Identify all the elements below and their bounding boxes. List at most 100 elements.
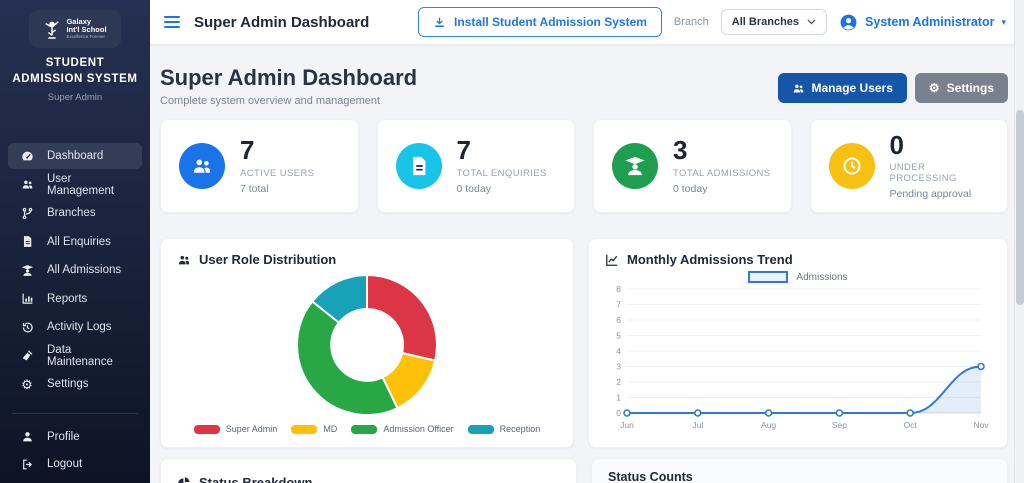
scrollbar-thumb[interactable] xyxy=(1016,110,1024,305)
page-header: Super Admin Dashboard Complete system ov… xyxy=(160,65,1008,107)
chart-icon xyxy=(20,292,34,306)
dashboard-icon xyxy=(20,149,34,163)
gear-icon: ⚙ xyxy=(928,81,940,95)
legend-item-md: MD xyxy=(291,424,337,434)
content-area: Super Admin Dashboard Complete system ov… xyxy=(150,45,1024,483)
svg-text:8: 8 xyxy=(616,284,621,294)
sidebar-item-label: Activity Logs xyxy=(47,321,112,334)
legend-swatch xyxy=(351,424,378,434)
user-role-distribution-card: User Role Distribution Super Admin MD Admi… xyxy=(160,238,574,448)
history-icon xyxy=(20,320,34,334)
page-scrollbar[interactable] xyxy=(1014,0,1024,483)
page-subtitle: Complete system overview and management xyxy=(160,95,381,107)
manage-users-button[interactable]: Manage Users xyxy=(777,73,907,103)
svg-text:Oct: Oct xyxy=(904,420,918,430)
user-menu-label: System Administrator xyxy=(865,15,995,29)
donut-slice-admission-officer xyxy=(296,299,399,416)
svg-text:3: 3 xyxy=(616,362,621,372)
file-icon xyxy=(395,143,442,189)
sidebar-footer-item-label: Logout xyxy=(47,458,83,471)
clock-icon xyxy=(828,143,875,189)
branch-label: Branch xyxy=(673,16,709,28)
sidebar-footer-item-label: Profile xyxy=(47,430,80,443)
sidebar-item-all-enquiries[interactable]: All Enquiries xyxy=(8,229,142,255)
legend-swatch xyxy=(193,424,220,434)
stat-cards-row: 7 ACTIVE USERS 7 total 7 TOTAL ENQUIRIES 0 to… xyxy=(160,119,1008,213)
download-icon xyxy=(435,17,444,27)
users-icon xyxy=(793,84,803,93)
legend-item-admission-officer: Admission Officer xyxy=(351,424,454,434)
svg-text:Sep: Sep xyxy=(832,420,847,430)
stat-label: TOTAL ADMISSIONS xyxy=(673,167,771,179)
svg-text:Jun: Jun xyxy=(620,420,634,430)
logout-icon xyxy=(20,457,34,471)
menu-toggle-icon[interactable] xyxy=(164,16,180,28)
legend-label: MD xyxy=(323,424,338,434)
sidebar-item-label: Branches xyxy=(47,207,96,220)
stat-value: 7 xyxy=(456,135,471,166)
sidebar-item-user-management[interactable]: User Management xyxy=(8,172,142,198)
stat-sublabel: 7 total xyxy=(240,182,269,195)
manage-users-label: Manage Users xyxy=(811,81,893,95)
sidebar-item-all-admissions[interactable]: All Admissions xyxy=(8,257,142,283)
svg-text:Nov: Nov xyxy=(973,420,989,430)
donut-legend: Super Admin MD Admission Officer Reception xyxy=(177,424,557,434)
sidebar-divider xyxy=(12,412,138,414)
sidebar-item-activity-logs[interactable]: Activity Logs xyxy=(8,314,142,340)
stat-card-text: 3 TOTAL ADMISSIONS 0 today xyxy=(673,137,771,195)
svg-text:Jul: Jul xyxy=(692,420,703,430)
branch-icon xyxy=(20,206,34,220)
stat-card-active-users: 7 ACTIVE USERS 7 total xyxy=(160,119,359,213)
navbar-title: Super Admin Dashboard xyxy=(194,13,370,31)
stat-label: UNDER PROCESSING xyxy=(889,162,957,185)
stat-card-text: 7 ACTIVE USERS 7 total xyxy=(240,137,314,195)
install-system-button[interactable]: Install Student Admission System xyxy=(417,7,662,37)
sidebar-item-reports[interactable]: Reports xyxy=(8,286,142,312)
stat-value: 0 xyxy=(889,129,904,160)
graduate-icon xyxy=(612,143,658,189)
svg-text:0: 0 xyxy=(616,408,621,418)
status-counts-card: Status Counts xyxy=(591,458,1008,483)
file-icon xyxy=(20,235,34,249)
settings-button[interactable]: ⚙ Settings xyxy=(914,73,1008,103)
svg-text:Aug: Aug xyxy=(761,420,776,430)
line-chart-icon xyxy=(606,254,618,266)
school-logo-icon xyxy=(45,21,60,39)
donut-chart xyxy=(177,267,557,422)
gear-icon: ⚙ xyxy=(21,376,33,392)
sidebar-item-data-maintenance[interactable]: Data Maintenance xyxy=(8,343,142,369)
branch-dropdown[interactable]: All Branches xyxy=(720,9,828,35)
school-logo-text: Galaxy Int'l School Excellence Forever xyxy=(66,18,106,40)
user-icon xyxy=(20,430,34,444)
donut-slice-super-admin xyxy=(366,273,438,362)
admissions-legend-swatch xyxy=(748,271,789,283)
donut-chart-title: User Role Distribution xyxy=(199,252,337,267)
line-card-header: Monthly Admissions Trend xyxy=(605,252,991,267)
stat-card-total-admissions: 3 TOTAL ADMISSIONS 0 today xyxy=(593,119,792,213)
users-icon xyxy=(178,255,190,264)
sidebar-item-branches[interactable]: Branches xyxy=(8,200,142,226)
status-breakdown-card: Status Breakdown xyxy=(160,458,577,483)
chevron-down-icon xyxy=(807,19,816,25)
sidebar-app-title: STUDENT ADMISSION SYSTEM xyxy=(12,57,138,85)
sidebar-item-label: Settings xyxy=(47,378,89,391)
svg-text:6: 6 xyxy=(616,315,621,325)
sidebar-item-label: All Admissions xyxy=(47,264,122,277)
sidebar-footer-item-profile[interactable]: Profile xyxy=(8,424,142,450)
status-breakdown-header: Status Breakdown xyxy=(161,459,576,483)
line-legend: Admissions xyxy=(605,271,991,283)
monthly-admissions-card: Monthly Admissions Trend Admissions 0 1 2 3… xyxy=(588,238,1008,448)
user-menu[interactable]: System Administrator ▾ xyxy=(839,13,1006,32)
users-icon xyxy=(20,178,34,192)
sidebar-item-dashboard[interactable]: Dashboard xyxy=(8,143,142,170)
stat-card-text: 0 UNDER PROCESSING Pending approval xyxy=(889,129,990,200)
school-name-line2: Int'l School xyxy=(66,24,107,34)
legend-item-reception: Reception xyxy=(467,424,540,434)
sidebar-footer-item-logout[interactable]: Logout xyxy=(8,451,142,477)
user-circle-icon xyxy=(840,14,857,30)
svg-text:4: 4 xyxy=(616,346,621,356)
sidebar-item-settings[interactable]: ⚙ Settings xyxy=(8,371,142,397)
sidebar-item-label: Reports xyxy=(47,292,88,305)
navbar-actions: Install Student Admission System Branch … xyxy=(417,7,1006,37)
top-navbar: Super Admin Dashboard Install Student Ad… xyxy=(150,0,1024,45)
